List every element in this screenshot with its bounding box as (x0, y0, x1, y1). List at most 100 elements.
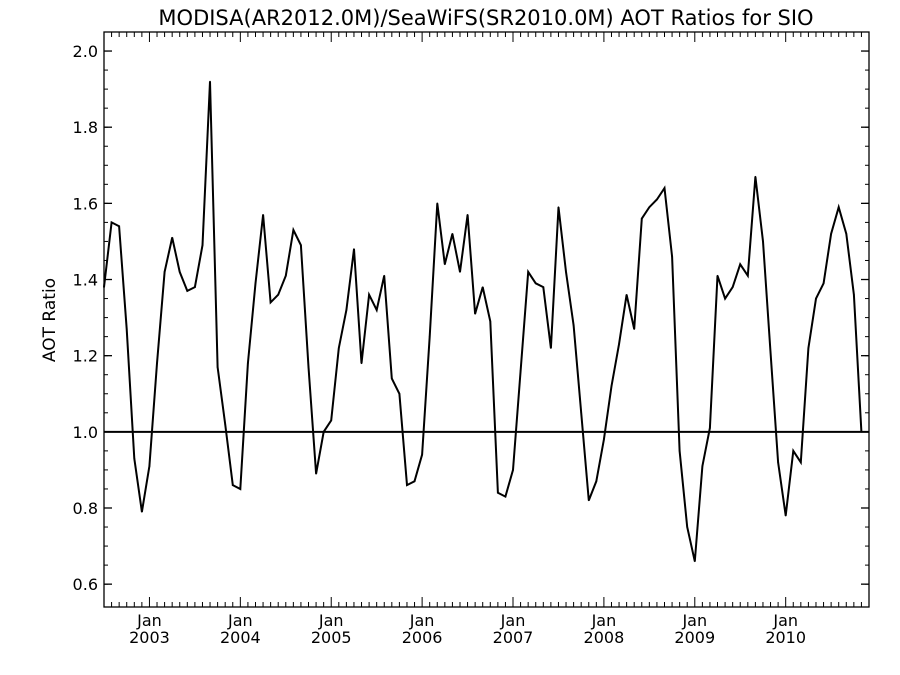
data-point (671, 255, 673, 258)
data-point (693, 560, 696, 563)
x-tick-year-label: 2004 (220, 628, 261, 647)
data-point (444, 263, 446, 266)
data-point (194, 286, 196, 288)
data-point (800, 461, 802, 464)
plot-frame (103, 31, 870, 608)
x-tick-year-label: 2006 (402, 628, 443, 647)
data-point (610, 385, 613, 387)
data-point (587, 499, 590, 502)
y-tick-label: 1.0 (73, 423, 98, 442)
data-point (110, 221, 113, 224)
data-point (648, 206, 651, 208)
data-point (231, 484, 234, 486)
x-ticks: Jan2003Jan2004Jan2005Jan2006Jan2007Jan20… (103, 32, 870, 647)
data-point (481, 286, 484, 288)
data-point (784, 514, 787, 517)
x-tick-year-label: 2009 (674, 628, 715, 647)
data-point (663, 187, 666, 189)
x-tick-year-label: 2008 (584, 628, 625, 647)
data-point (731, 286, 734, 288)
y-tick-label: 0.6 (73, 575, 98, 594)
data-point (133, 457, 136, 460)
data-point (754, 175, 757, 178)
data-point (504, 495, 507, 498)
data-point (118, 225, 120, 228)
x-tick-year-label: 2005 (311, 628, 352, 647)
data-point (300, 244, 302, 247)
data-point (216, 366, 219, 368)
y-tick-label: 1.4 (73, 271, 98, 290)
y-tick-label: 1.6 (73, 194, 98, 213)
y-tick-label: 1.2 (73, 347, 98, 366)
data-point (557, 206, 560, 208)
data-point (247, 362, 249, 365)
data-point (315, 472, 317, 475)
data-point (603, 438, 605, 441)
data-point (633, 328, 635, 330)
data-point (830, 233, 832, 235)
data-point (284, 274, 287, 277)
data-point (565, 271, 567, 273)
data-point (375, 309, 378, 311)
data-point (595, 480, 598, 483)
data-point (686, 526, 689, 528)
data-point (421, 453, 423, 456)
data-point (368, 293, 370, 296)
y-tick-label: 2.0 (73, 42, 98, 61)
data-point (777, 461, 779, 464)
data-point (769, 351, 772, 353)
x-tick-year-label: 2007 (493, 628, 534, 647)
series-line (103, 81, 863, 562)
data-point (474, 312, 476, 315)
data-point (747, 274, 749, 277)
data-point (178, 271, 181, 273)
data-point (451, 233, 454, 235)
data-point (845, 233, 848, 235)
data-point (148, 465, 151, 467)
data-point (307, 366, 310, 368)
x-tick-year-label: 2010 (765, 628, 806, 647)
data-point (391, 377, 393, 380)
data-point (853, 293, 855, 296)
data-point (277, 293, 280, 296)
data-point (534, 282, 537, 285)
data-point (739, 263, 742, 266)
data-point (459, 271, 461, 273)
data-point (322, 431, 325, 433)
data-point (625, 293, 628, 296)
data-point (269, 301, 272, 304)
data-point (512, 469, 514, 471)
data-point (345, 309, 348, 311)
data-point (837, 206, 840, 208)
x-tick-year-label: 2003 (129, 628, 170, 647)
data-point (186, 290, 189, 292)
data-point (709, 427, 711, 429)
data-point (360, 362, 363, 365)
data-point (141, 511, 143, 513)
data-point (822, 282, 825, 285)
x-tick-month-label: Jan (500, 611, 526, 630)
y-axis-label: AOT Ratio (40, 278, 60, 362)
data-point (527, 271, 529, 273)
y-tick-label: 0.8 (73, 499, 98, 518)
data-point (701, 465, 704, 467)
x-tick-month-label: Jan (772, 611, 798, 630)
data-point (398, 392, 401, 395)
data-point (201, 244, 204, 247)
data-point (292, 229, 295, 231)
x-tick-month-label: Jan (136, 611, 162, 630)
data-point (466, 213, 469, 216)
x-tick-month-label: Jan (591, 611, 617, 630)
data-point (815, 297, 817, 300)
data-point (338, 347, 340, 349)
data-point (125, 328, 128, 330)
data-point (254, 282, 257, 285)
x-tick-month-label: Jan (681, 611, 707, 630)
data-point (792, 450, 795, 452)
data-point (330, 419, 333, 422)
data-point (156, 362, 158, 365)
data-points (103, 80, 863, 563)
data-point (640, 217, 643, 220)
data-point (163, 271, 166, 273)
